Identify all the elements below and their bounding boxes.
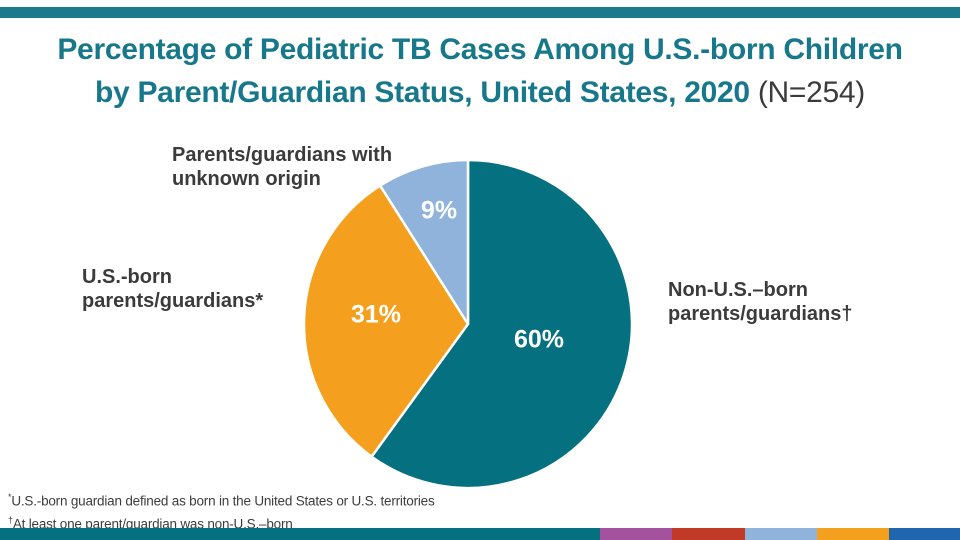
callout-non-us-born: Non-U.S.–born parents/guardians† bbox=[668, 279, 853, 325]
pie-value-label-9: 9% bbox=[420, 196, 458, 225]
pie-value-label-31: 31% bbox=[350, 300, 402, 329]
bottom-bar-segment-blue bbox=[889, 528, 960, 540]
pie-slice-0 bbox=[370, 158, 634, 490]
footnote-2: †At least one parent/guardian was non-U.… bbox=[8, 514, 293, 532]
pie-chart-svg bbox=[302, 158, 634, 490]
slide-title: Percentage of Pediatric TB Cases Among U… bbox=[0, 28, 960, 114]
bottom-bar-segment-red bbox=[672, 528, 745, 540]
pie-value-label-60: 60% bbox=[513, 325, 565, 354]
top-accent-bar bbox=[0, 7, 960, 18]
bottom-accent-bar bbox=[0, 528, 960, 540]
callout-unknown-origin: Parents/guardians with unknown origin bbox=[172, 144, 393, 190]
bottom-bar-segment-orange bbox=[817, 528, 889, 540]
bottom-bar-segment-teal bbox=[0, 528, 600, 540]
slide-title-line2: by Parent/Guardian Status, United States… bbox=[95, 76, 865, 109]
slide-title-line1: Percentage of Pediatric TB Cases Among U… bbox=[57, 33, 903, 66]
pie-chart bbox=[298, 154, 638, 494]
bottom-bar-segment-light-blue bbox=[745, 528, 817, 540]
footnote-1: *U.S.-born guardian defined as born in t… bbox=[8, 492, 435, 509]
callout-us-born: U.S.-born parents/guardians* bbox=[82, 266, 264, 312]
bottom-bar-segment-purple bbox=[600, 528, 672, 540]
footnotes: *U.S.-born guardian defined as born in t… bbox=[8, 488, 435, 533]
sample-size-label: (N=254) bbox=[757, 76, 865, 109]
pie-slice-1 bbox=[302, 184, 470, 458]
pie-slice-2 bbox=[378, 158, 470, 326]
